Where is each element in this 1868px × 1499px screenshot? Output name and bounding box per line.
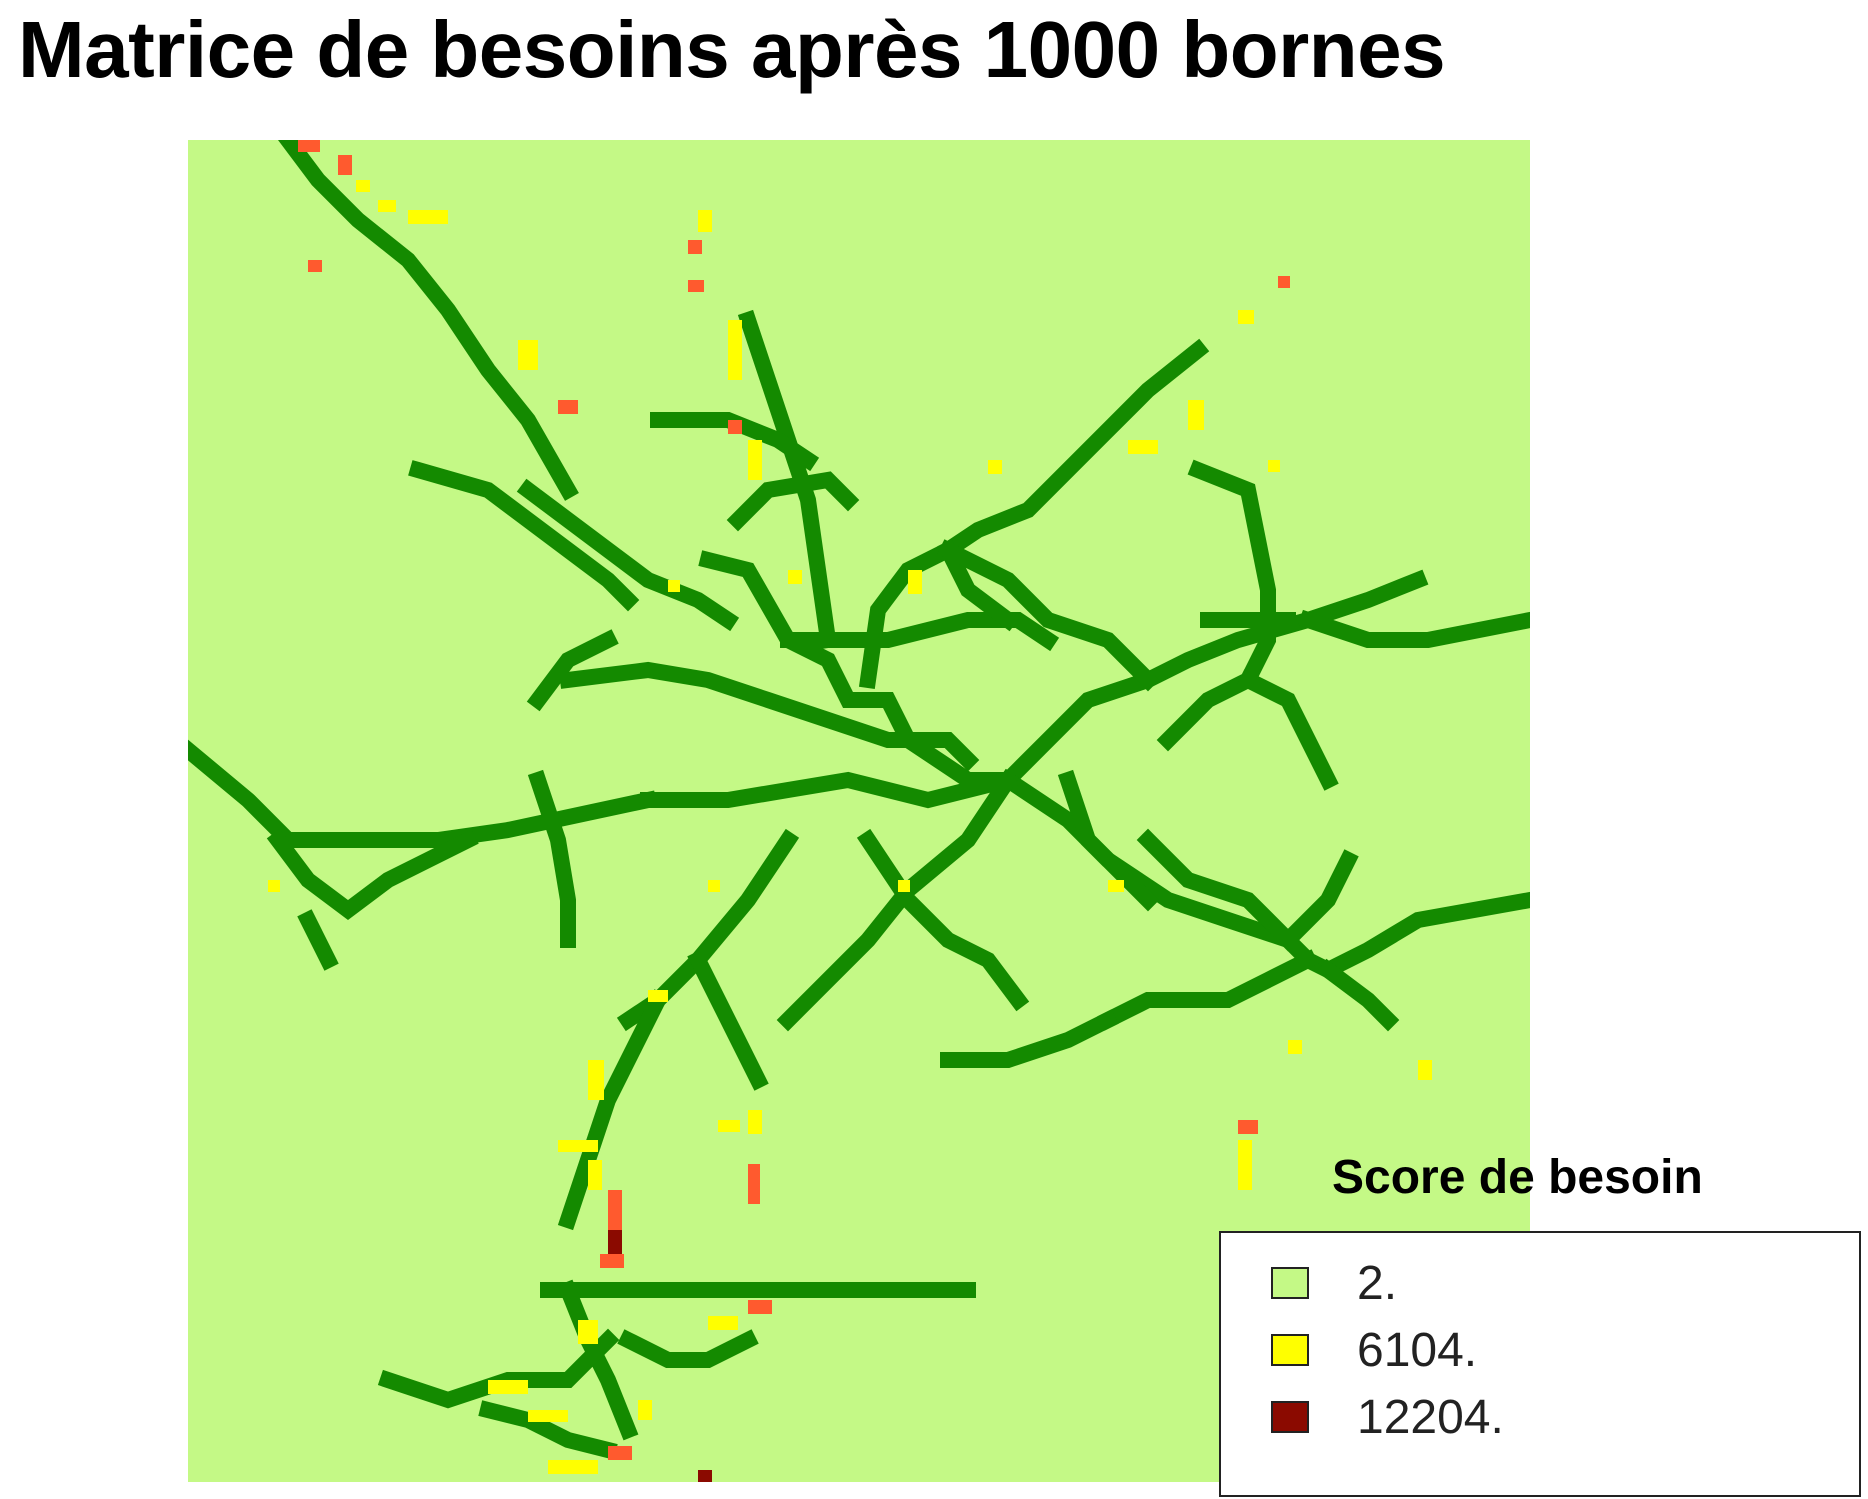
need-cell-high [748,1300,772,1314]
road-segment [188,739,658,848]
legend-swatch-low [1271,1267,1309,1299]
need-cell-medium [898,880,910,892]
need-cell-medium [748,1110,762,1134]
legend-item: 2. [1271,1253,1397,1313]
road-segment [936,338,1210,562]
legend-swatch-high [1271,1401,1309,1433]
legend-label-medium: 6104. [1357,1323,1478,1377]
need-matrix-map [188,140,1530,1482]
need-cell-medium [268,880,280,892]
need-cell-medium [988,460,1002,474]
need-cell-medium [558,1140,598,1152]
road-segment [527,769,576,948]
legend-label-low: 2. [1357,1256,1398,1310]
road-segment [996,569,1429,792]
need-cell-high [338,155,352,175]
need-cell-medium [528,1410,568,1422]
need-cell-high [608,1446,632,1460]
need-cell-medium [1418,1060,1432,1080]
road-segment [1297,609,1530,648]
need-cell-medium [548,1460,598,1474]
road-segment [726,471,860,532]
need-cell-medium [728,320,742,380]
need-cell-high [558,400,578,414]
road-segment [1057,769,1160,912]
high-need-marks [268,140,1432,1482]
road-segment [408,460,640,612]
need-cell-medium [1268,460,1280,472]
legend-item: 6104. [1271,1320,1477,1380]
road-segment [640,770,1018,809]
need-cell-medium [708,880,720,892]
road-network [188,140,1530,1460]
need-cell-high [688,280,704,292]
need-cell-medium [1108,880,1124,892]
need-cell-high [728,420,742,434]
need-cell-medium [588,1060,604,1100]
need-cell-medium [1128,440,1158,454]
need-cell-high [608,1190,622,1230]
need-cell-medium [578,1320,598,1344]
road-segment [737,309,838,650]
need-cell-high [1238,1120,1258,1134]
road-segment [776,768,1020,1032]
need-cell-medium [698,210,712,232]
need-cell-medium [668,580,680,592]
road-segment [297,909,339,971]
legend-swatch-medium [1271,1334,1309,1366]
legend: 2. 6104. 12204. [1219,1231,1861,1497]
road-segment [1097,949,1319,1031]
road-segment [937,539,1160,692]
need-cell-high [748,1164,760,1204]
legend-item: 12204. [1271,1387,1504,1447]
legend-label-high: 12204. [1357,1390,1504,1444]
need-cell-high [688,240,702,254]
road-segment [266,828,479,920]
road-segment [1276,849,1359,952]
need-cell-medium [708,1316,738,1330]
need-cell-medium [1188,400,1204,430]
need-cell-medium [788,570,802,584]
need-cell-high [600,1254,624,1268]
road-segment [516,478,740,632]
need-cell-medium [298,140,320,152]
need-cell-medium [648,990,668,1002]
need-cell-high [1278,276,1290,288]
road-segment [698,550,1016,788]
need-cell-medium [518,340,538,370]
need-cell-medium [638,1400,652,1420]
legend-title: Score de besoin [1332,1151,1703,1204]
road-segment [617,1329,759,1368]
road-segment [687,949,769,1091]
road-segment [478,1400,618,1460]
need-cell-medium [488,1380,528,1394]
road-segment [526,629,619,712]
road-segment [559,661,980,772]
need-cell-max [608,1230,622,1254]
road-segment [856,828,1030,1012]
need-cell-medium [356,180,370,192]
need-cell-medium [1238,1140,1252,1190]
road-segment [937,539,1020,632]
page-title: Matrice de besoins après 1000 bornes [18,5,1446,94]
need-cell-medium [378,200,396,212]
road-segment [1316,958,1400,1032]
need-cell-max [698,1470,712,1482]
road-segment [650,412,820,472]
road-segment [278,140,579,501]
road-segment [940,1009,1119,1068]
need-cell-medium [908,570,922,594]
road-segment [858,539,959,690]
need-cell-medium [748,440,762,480]
need-cell-medium [1238,310,1254,324]
need-cell-high [308,260,322,272]
road-segment [780,612,1060,652]
need-cell-medium [718,1120,740,1132]
need-cell-medium [408,210,448,224]
need-cell-medium [588,1160,602,1190]
need-cell-medium [1288,1040,1302,1054]
road-segment [557,989,669,1231]
road-segment [1237,669,1339,791]
